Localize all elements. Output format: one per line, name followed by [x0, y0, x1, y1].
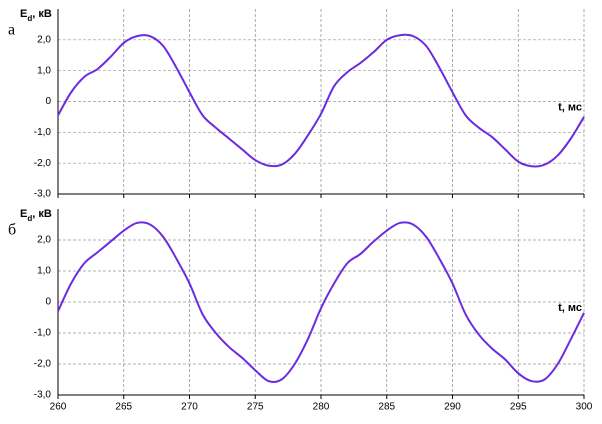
y-axis-label-part: d	[27, 14, 32, 23]
x-tick-label: 280	[313, 402, 330, 413]
y-tick-label: -2,0	[34, 359, 52, 370]
x-tick-label: 275	[247, 402, 264, 413]
y-tick-label: 0	[45, 96, 51, 107]
panel-label: а	[8, 22, 15, 39]
x-tick-label: 265	[115, 402, 132, 413]
y-axis-label-part: E	[20, 208, 27, 220]
y-tick-label: -2,0	[34, 158, 52, 169]
x-tick-label: 270	[181, 402, 198, 413]
x-axis-label: t, мс	[558, 101, 582, 113]
x-tick-label: 285	[378, 402, 395, 413]
data-line	[57, 33, 585, 168]
x-tick-label: 290	[444, 402, 461, 413]
panel-label: б	[8, 222, 16, 239]
y-axis-label: Ed, кВ	[20, 208, 52, 223]
y-tick-label: -3,0	[34, 189, 52, 200]
y-tick-label: 0	[45, 297, 51, 308]
y-tick-label: 1,0	[37, 65, 51, 76]
y-tick-label: 2,0	[37, 235, 51, 246]
y-axis-label-part: , кВ	[32, 208, 52, 220]
y-tick-label: -1,0	[34, 328, 52, 339]
y-tick-label: 1,0	[37, 266, 51, 277]
y-tick-label: -3,0	[34, 390, 52, 401]
x-axis-label: t, мс	[558, 302, 582, 314]
y-axis-label-part: d	[27, 214, 32, 223]
x-tick-label: 295	[510, 402, 527, 413]
y-tick-label: 2,0	[37, 34, 51, 45]
data-line	[57, 221, 585, 383]
y-axis-label-part: E	[20, 8, 27, 20]
y-axis-label-part: , кВ	[32, 8, 52, 20]
y-axis-label: Ed, кВ	[20, 8, 52, 23]
x-tick-label: 300	[576, 402, 593, 413]
x-tick-label: 260	[50, 402, 67, 413]
y-tick-label: -1,0	[34, 127, 52, 138]
